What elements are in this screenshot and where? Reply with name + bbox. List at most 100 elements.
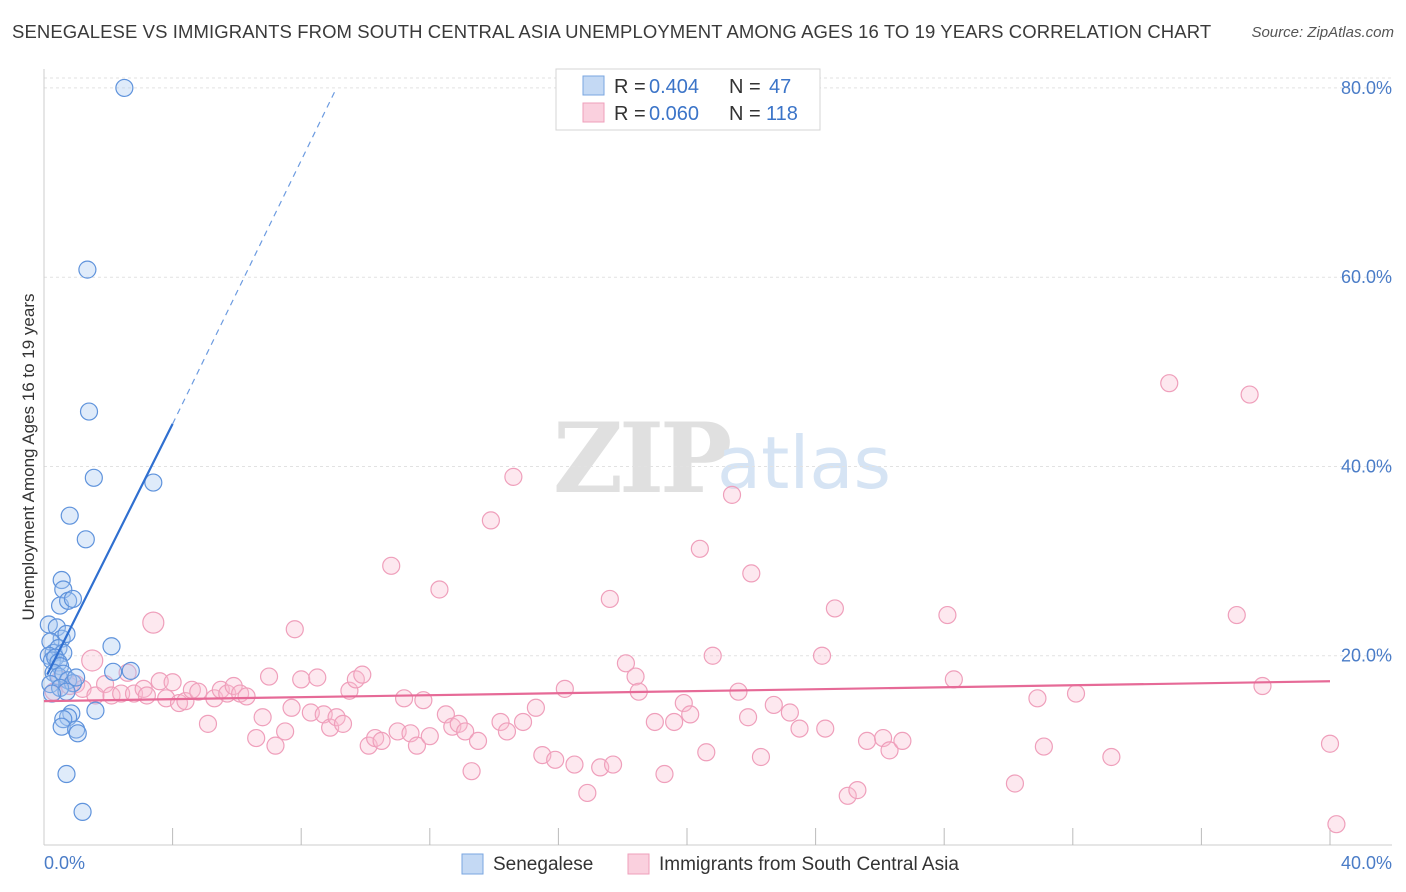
point-senegalese-7 — [52, 570, 71, 590]
point-immigrants-116 — [1327, 815, 1346, 834]
trend-line-immigrants — [43, 680, 1331, 703]
point-immigrants-94 — [780, 703, 799, 722]
stats-legend: R = 0.404 N = 47 R = 0.060 N = 118 — [555, 68, 821, 131]
point-immigrants-21 — [189, 682, 208, 701]
point-immigrants-62 — [468, 731, 488, 751]
watermark-zip: ZIP — [553, 402, 730, 515]
point-immigrants-31 — [259, 667, 279, 686]
point-immigrants-68 — [526, 698, 545, 717]
legend-n-label-1: N = — [729, 76, 761, 98]
point-senegalese-46 — [73, 802, 92, 821]
point-senegalese-11 — [63, 589, 83, 609]
point-senegalese-38 — [86, 701, 105, 720]
point-immigrants-83 — [674, 693, 693, 713]
point-immigrants-60 — [456, 722, 475, 741]
point-immigrants-59 — [449, 714, 468, 733]
point-immigrants-90 — [738, 708, 758, 727]
point-immigrants-67 — [513, 712, 533, 732]
point-immigrants-101 — [857, 731, 877, 751]
x-tick-label-max: 40.0% — [1341, 853, 1392, 873]
point-immigrants-41 — [327, 708, 346, 727]
point-immigrants-110 — [1102, 747, 1121, 767]
legend-n-value-1: 47 — [769, 76, 791, 98]
point-immigrants-80 — [645, 712, 664, 732]
point-immigrants-61 — [462, 762, 481, 781]
point-immigrants-105 — [938, 605, 957, 625]
point-senegalese-42 — [52, 717, 71, 736]
point-immigrants-22 — [198, 714, 218, 733]
point-immigrants-85 — [690, 539, 709, 558]
point-immigrants-114 — [1253, 676, 1272, 696]
point-immigrants-107 — [1005, 774, 1025, 793]
point-immigrants-109 — [1066, 684, 1086, 703]
point-immigrants-34 — [282, 698, 301, 717]
legend-n-label-2: N = — [729, 103, 761, 125]
point-immigrants-104 — [893, 731, 912, 751]
point-immigrants-89 — [729, 682, 748, 701]
point-immigrants-100 — [848, 781, 867, 800]
point-immigrants-17 — [163, 673, 182, 692]
point-immigrants-65 — [497, 722, 517, 741]
point-immigrants-99 — [838, 786, 857, 805]
point-immigrants-28 — [237, 687, 256, 706]
trend-line-senegalese — [46, 423, 174, 676]
point-immigrants-56 — [430, 580, 449, 599]
point-immigrants-13 — [137, 686, 156, 705]
point-immigrants-88 — [722, 485, 742, 504]
legend-n-value-2: 118 — [766, 103, 798, 125]
point-senegalese-4 — [144, 473, 163, 492]
point-immigrants-26 — [224, 676, 243, 696]
point-immigrants-29 — [247, 728, 266, 748]
point-immigrants-30 — [253, 708, 272, 727]
point-immigrants-38 — [308, 668, 327, 687]
data-points — [39, 78, 1346, 834]
legend-r-value-2: 0.060 — [649, 103, 699, 125]
legend-swatch-immigrants — [582, 102, 605, 123]
point-senegalese-30 — [67, 668, 86, 687]
point-immigrants-19 — [176, 692, 195, 711]
point-immigrants-95 — [790, 719, 809, 738]
point-immigrants-106 — [944, 670, 963, 689]
point-senegalese-36 — [121, 661, 140, 680]
point-senegalese-6 — [76, 530, 95, 549]
point-immigrants-84 — [681, 705, 700, 724]
point-immigrants-55 — [420, 727, 439, 746]
point-immigrants-115 — [1320, 734, 1340, 753]
trend-line-senegalese-extension — [172, 87, 338, 425]
point-immigrants-63 — [481, 511, 500, 530]
y-tick-label-80: 80.0% — [1341, 78, 1392, 98]
y-axis-label: Unemployment Among Ages 16 to 19 years — [19, 294, 38, 621]
series-legend-swatch-senegalese — [461, 853, 484, 875]
point-senegalese-44 — [68, 724, 87, 743]
point-senegalese-45 — [57, 764, 76, 784]
point-immigrants-64 — [491, 712, 510, 732]
point-senegalese-1 — [78, 260, 97, 279]
point-immigrants-53 — [407, 736, 427, 755]
y-tick-label-60: 60.0% — [1341, 267, 1392, 287]
series-legend-label-senegalese: Senegalese — [493, 854, 593, 875]
point-immigrants-70 — [546, 750, 565, 769]
point-senegalese-0 — [115, 78, 134, 98]
point-immigrants-73 — [578, 783, 597, 803]
point-immigrants-42 — [333, 714, 353, 733]
series-legend: Senegalese Immigrants from South Central… — [461, 853, 959, 875]
trend-lines — [43, 87, 1331, 703]
point-senegalese-37 — [102, 637, 121, 656]
point-immigrants-66 — [504, 467, 523, 486]
point-immigrants-9 — [112, 684, 131, 703]
x-axis-ticks — [172, 828, 1331, 845]
series-legend-label-immigrants: Immigrants from South Central Asia — [659, 854, 959, 875]
legend-r-label-1: R = — [614, 76, 646, 98]
point-immigrants-96 — [812, 646, 832, 665]
point-senegalese-35 — [104, 662, 123, 681]
series-legend-swatch-immigrants — [627, 853, 650, 875]
watermark: ZIP atlas — [553, 402, 891, 515]
point-immigrants-33 — [276, 722, 295, 741]
point-immigrants-108 — [1034, 737, 1053, 756]
point-immigrants-36 — [292, 670, 311, 689]
chart-source: Source: ZipAtlas.com — [1251, 24, 1394, 41]
point-immigrants-43 — [340, 681, 359, 700]
point-immigrants-51 — [394, 689, 414, 708]
point-senegalese-34 — [42, 684, 62, 703]
